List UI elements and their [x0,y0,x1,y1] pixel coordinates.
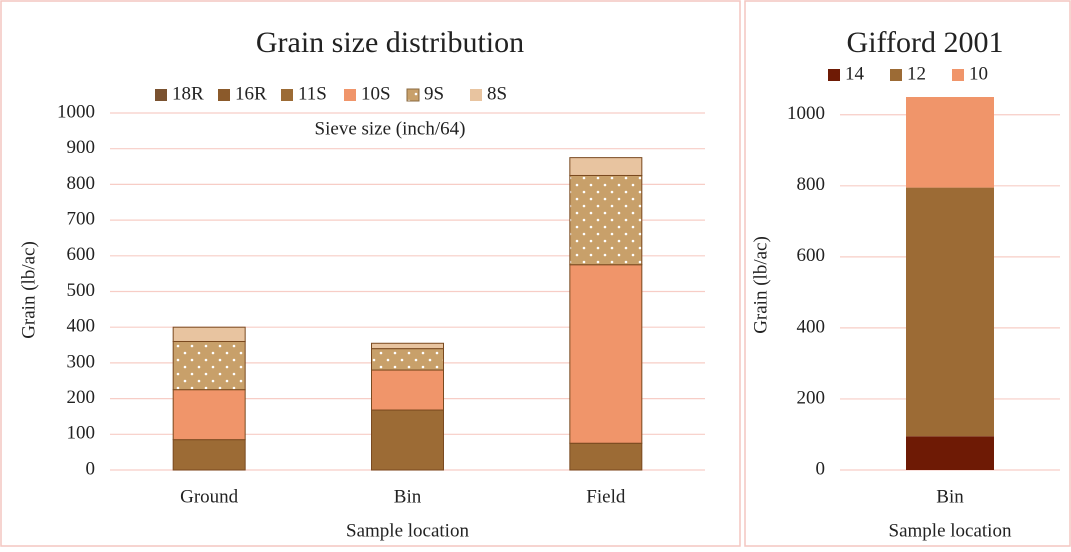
x-axis-label: Sample location [346,520,469,541]
x-tick-label: Field [586,486,626,507]
y-tick-label: 900 [67,137,96,158]
bar-segment [906,187,994,437]
bar-segment [569,442,643,471]
y-tick-label: 100 [67,423,96,444]
chart-title: Grain size distribution [256,26,524,59]
y-tick-label: 800 [67,173,96,194]
legend-swatch [406,88,420,102]
legend-swatch [218,89,230,101]
legend-swatch [952,69,964,81]
y-tick-label: 200 [67,387,96,408]
y-tick-label: 500 [67,280,96,301]
bar-segment [172,340,246,391]
y-tick-label: 700 [67,208,96,229]
legend-label: 10S [361,83,391,104]
y-tick-label: 800 [797,174,826,195]
bar-segment [906,97,994,188]
legend-swatch [281,89,293,101]
bar-segment [172,389,246,441]
legend-label: 14 [845,63,865,84]
panel-border [744,0,1071,547]
y-tick-label: 200 [797,387,826,408]
bar-segment [371,342,444,350]
legend-swatch [890,69,902,81]
y-tick-label: 400 [797,316,826,337]
x-axis-label: Sample location [889,520,1012,541]
legend-swatch [828,69,840,81]
legend-swatch [344,89,356,101]
bar-segment [569,264,643,444]
panel-border [0,0,741,547]
y-tick-label: 600 [67,244,96,265]
legend-label: 8S [487,83,507,104]
legend-label: 12 [907,63,926,84]
bar-segment [172,439,246,471]
x-tick-label: Bin [394,486,422,507]
x-tick-label: Bin [936,486,964,507]
y-tick-label: 1000 [57,101,95,122]
legend-label: 11S [298,83,327,104]
bar-segment [371,369,444,411]
y-axis-label: Grain (lb/ac) [18,241,39,339]
y-tick-label: 300 [67,351,96,372]
y-tick-label: 0 [816,458,826,479]
y-tick-label: 1000 [787,103,825,124]
bar-segment [172,326,246,342]
legend-label: 18R [172,83,204,104]
y-tick-label: 0 [86,458,96,479]
legend-swatch [155,89,167,101]
bar-segment [569,174,643,266]
legend-label: 9S [424,83,444,104]
x-tick-label: Ground [180,486,239,507]
y-tick-label: 600 [797,245,826,266]
legend-swatch [470,89,482,101]
bar-segment [371,348,444,371]
bar-segment [906,436,994,470]
y-tick-label: 400 [67,316,96,337]
bar-segment [371,409,444,471]
y-axis-label: Grain (lb/ac) [750,236,771,334]
legend-label: 10 [969,63,988,84]
legend-label: 16R [235,83,267,104]
legend-title: Sieve size (inch/64) [315,118,466,139]
bar-segment [569,157,643,176]
chart-title: Gifford 2001 [847,26,1004,59]
